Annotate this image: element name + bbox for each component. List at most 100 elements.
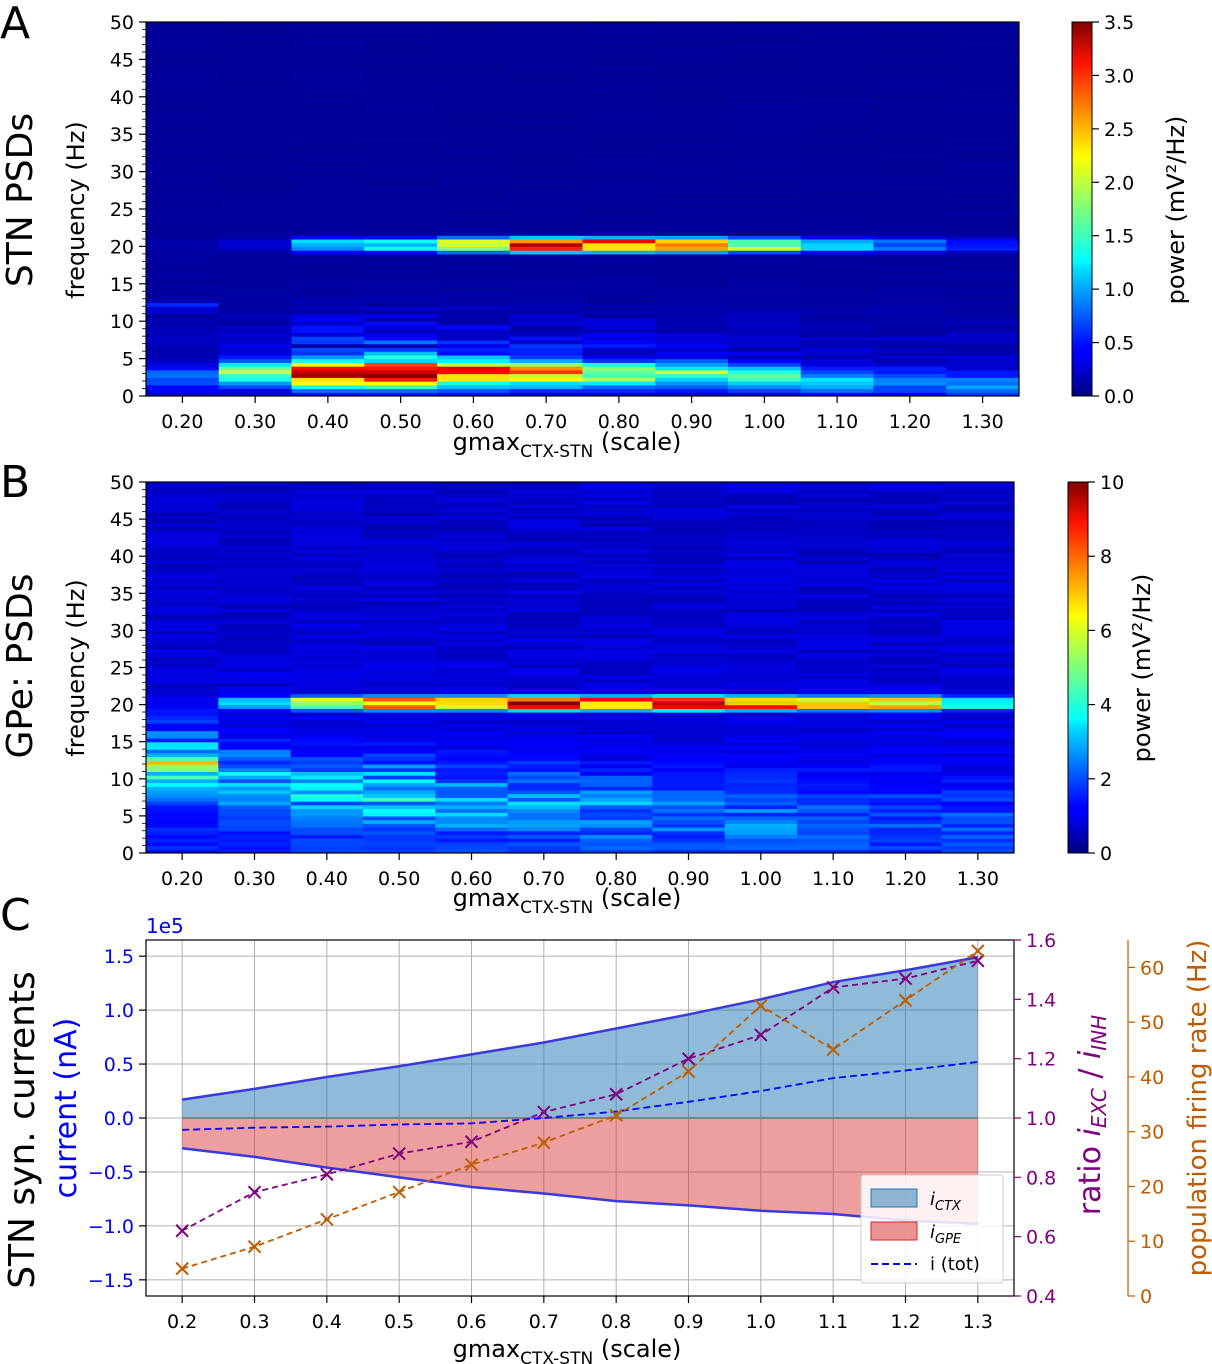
- heatmap-cell: [218, 626, 292, 631]
- heatmap-cell: [290, 841, 364, 847]
- heatmap-cell: [582, 298, 656, 304]
- heatmap-cell: [437, 324, 511, 330]
- heatmap-cell: [724, 775, 798, 780]
- heatmap-cell: [873, 59, 947, 64]
- heatmap-cell: [800, 392, 875, 396]
- heatmap-cell: [507, 671, 581, 676]
- heatmap-cell: [797, 730, 870, 735]
- heatmap-cell: [435, 530, 509, 535]
- heatmap-cell: [290, 589, 364, 594]
- heatmap-cell: [363, 708, 436, 713]
- heatmap-cell: [869, 537, 943, 542]
- heatmap-cell: [509, 160, 584, 165]
- heatmap-cell: [728, 108, 802, 113]
- current-tick-label: −1.0: [88, 1216, 134, 1238]
- heatmap-cell: [437, 130, 511, 135]
- heatmap-cell: [363, 845, 436, 850]
- heatmap-cell: [507, 793, 581, 798]
- heatmap-cell: [869, 597, 943, 602]
- heatmap-cell: [291, 25, 365, 31]
- heatmap-cell: [728, 276, 802, 281]
- current-tick-label: −0.5: [88, 1162, 134, 1184]
- heatmap-cell: [724, 801, 798, 806]
- heatmap-cell: [437, 55, 511, 60]
- heatmap-cell: [724, 678, 798, 683]
- heatmap-cell: [797, 548, 870, 554]
- heatmap-cell: [580, 641, 653, 646]
- heatmap-cell: [797, 841, 870, 847]
- heatmap-cell: [435, 782, 509, 787]
- heatmap-cell: [941, 611, 1014, 617]
- heatmap-cell: [655, 205, 729, 210]
- heatmap-cell: [146, 81, 220, 87]
- heatmap-cell: [582, 354, 656, 360]
- heatmap-cell: [435, 775, 509, 780]
- heatmap-cell: [652, 641, 726, 646]
- heatmap-cell: [800, 205, 875, 210]
- heatmap-cell: [291, 209, 365, 214]
- heatmap-cell: [290, 626, 364, 631]
- heatmap-cell: [797, 801, 870, 806]
- heatmap-cell: [290, 737, 364, 743]
- heatmap-cell: [363, 504, 436, 509]
- heatmap-cell: [655, 381, 729, 386]
- heatmap-cell: [797, 741, 870, 747]
- heatmap-cell: [797, 697, 870, 702]
- heatmap-cell: [218, 145, 293, 150]
- heatmap-cell: [869, 819, 943, 824]
- heatmap-cell: [946, 283, 1019, 289]
- heatmap-cell: [435, 715, 509, 721]
- heatmap-cell: [869, 507, 943, 513]
- heatmap-cell: [146, 741, 219, 747]
- heatmap-cell: [582, 108, 656, 113]
- heatmap-cell: [509, 145, 584, 150]
- heatmap-cell: [728, 126, 802, 132]
- heatmap-cell: [218, 723, 292, 728]
- heatmap-cell: [946, 238, 1019, 244]
- heatmap-cell: [797, 511, 870, 516]
- ratio-series-marker: [392, 1146, 406, 1161]
- heatmap-cell: [797, 600, 870, 606]
- heatmap-cell: [941, 511, 1014, 516]
- current-tick-label: −1.5: [88, 1270, 134, 1292]
- heatmap-cell: [655, 287, 729, 292]
- heatmap-cell: [869, 760, 943, 765]
- heatmap-cell: [941, 838, 1014, 843]
- heatmap-cell: [946, 156, 1019, 161]
- heatmap-cell: [146, 235, 220, 240]
- heatmap-cell: [800, 126, 875, 132]
- heatmap-cell: [509, 78, 584, 83]
- heatmap-cell: [797, 637, 870, 643]
- heatmap-cell: [873, 212, 947, 218]
- heatmap-cell: [941, 556, 1014, 561]
- heatmap-cell: [797, 778, 870, 784]
- heatmap-cell: [655, 295, 729, 300]
- heatmap-cell: [582, 171, 656, 176]
- heatmap-cell: [869, 830, 943, 836]
- heatmap-cell: [800, 324, 875, 330]
- x-tick-label: 0.8: [601, 1311, 631, 1333]
- heatmap-cell: [218, 369, 293, 375]
- heatmap-cell: [364, 111, 438, 117]
- heatmap-cell: [580, 619, 653, 624]
- heatmap-cell: [580, 752, 653, 758]
- heatmap-cell: [869, 493, 943, 498]
- heatmap-cell: [582, 343, 656, 348]
- heatmap-cell: [580, 504, 653, 509]
- heatmap-cell: [946, 324, 1019, 330]
- heatmap-cell: [146, 593, 219, 598]
- heatmap-cell: [218, 48, 293, 53]
- heatmap-cell: [724, 760, 798, 765]
- heatmap-cell: [146, 141, 220, 147]
- heatmap-cell: [364, 100, 438, 105]
- heatmap-cell: [363, 760, 436, 765]
- heatmap-cell: [290, 663, 364, 669]
- heatmap-cell: [797, 648, 870, 654]
- heatmap-cell: [728, 22, 802, 27]
- heatmap-cell: [655, 36, 729, 42]
- colorbar-tick-label: 0.5: [1104, 333, 1134, 355]
- heatmap-cell: [580, 719, 653, 724]
- heatmap-cell: [724, 830, 798, 836]
- heatmap-cell: [507, 597, 581, 602]
- heatmap-cell: [652, 660, 726, 665]
